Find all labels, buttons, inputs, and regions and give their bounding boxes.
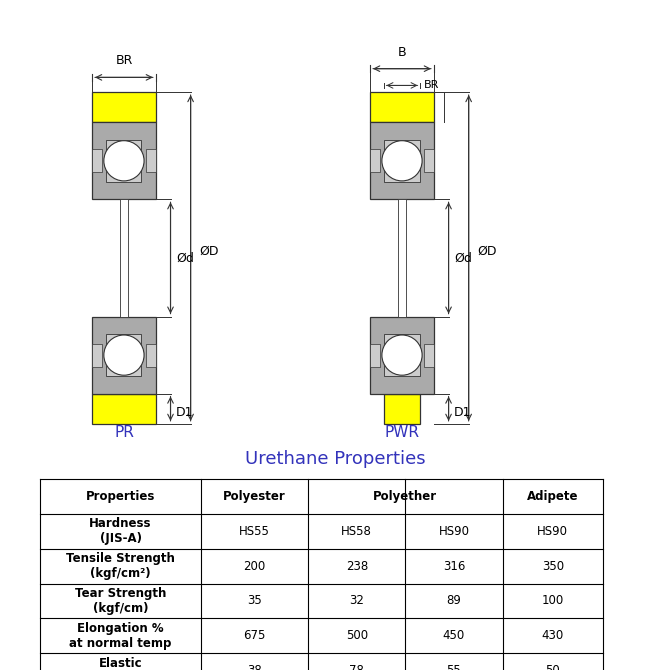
Text: HS90: HS90 [438,525,470,538]
Text: 500: 500 [346,629,368,643]
Text: 78: 78 [349,664,364,670]
Ellipse shape [382,141,422,181]
Bar [92,394,155,424]
Text: 55: 55 [446,664,462,670]
Text: HS90: HS90 [537,525,568,538]
Text: BR: BR [115,54,133,66]
Text: Ød: Ød [176,251,194,265]
Ellipse shape [382,335,422,375]
Text: 89: 89 [446,594,462,608]
Text: 32: 32 [349,594,364,608]
Text: Polyester: Polyester [223,490,286,503]
Text: Tensile Strength
(kgf/cm²): Tensile Strength (kgf/cm²) [66,552,175,580]
Text: D1: D1 [454,405,472,419]
Ellipse shape [104,141,144,181]
Text: HS58: HS58 [341,525,373,538]
Text: Polyether: Polyether [373,490,438,503]
Text: 675: 675 [243,629,266,643]
Text: ØD: ØD [200,245,219,258]
Text: 100: 100 [541,594,564,608]
Bar [398,200,406,317]
Text: 50: 50 [545,664,560,670]
Text: 430: 430 [541,629,564,643]
Bar [92,122,155,200]
Text: 350: 350 [541,559,564,573]
Text: BR: BR [424,80,439,90]
Bar [383,394,421,424]
Bar [424,344,434,366]
Bar [370,122,434,200]
Bar [385,139,419,182]
Text: Elastic
Repulsion %: Elastic Repulsion % [80,657,161,670]
Bar [107,334,141,377]
Text: PR: PR [114,425,134,440]
Bar [92,344,102,366]
Text: Adipete: Adipete [527,490,578,503]
Bar [370,92,434,122]
Bar [385,334,419,377]
Text: Urethane Properties: Urethane Properties [245,450,425,468]
Text: PWR: PWR [385,425,419,440]
Ellipse shape [104,335,144,375]
Text: 38: 38 [247,664,262,670]
Bar [92,317,155,394]
Text: ØD: ØD [477,245,497,258]
Text: 200: 200 [243,559,266,573]
Text: 450: 450 [443,629,465,643]
Bar [107,139,141,182]
Text: B: B [398,46,406,58]
Bar [424,149,434,172]
Text: Properties: Properties [86,490,155,503]
Bar [370,317,434,394]
Text: 35: 35 [247,594,262,608]
Text: Elongation %
at normal temp: Elongation % at normal temp [70,622,172,650]
Text: Ød: Ød [454,251,472,265]
Bar [370,149,380,172]
Bar [92,92,155,122]
Bar [92,149,102,172]
Bar [120,200,128,317]
Bar [146,344,155,366]
Text: 238: 238 [346,559,368,573]
Text: 316: 316 [443,559,465,573]
Text: Hardness
(JIS-A): Hardness (JIS-A) [89,517,152,545]
Text: Tear Strength
(kgf/cm): Tear Strength (kgf/cm) [75,587,166,615]
Bar [146,149,155,172]
Text: HS55: HS55 [239,525,270,538]
Bar [370,344,380,366]
Text: D1: D1 [176,405,194,419]
